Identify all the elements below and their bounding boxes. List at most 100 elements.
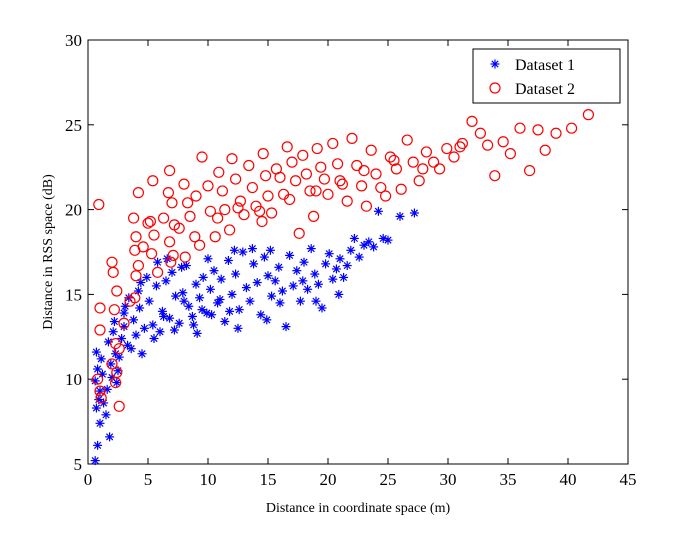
data-point (281, 322, 291, 332)
data-point (341, 195, 353, 207)
legend-box (472, 48, 621, 104)
data-point (103, 337, 113, 347)
data-point (238, 247, 248, 257)
y-tick-label: 10 (65, 370, 82, 389)
data-point (504, 148, 516, 160)
data-point (149, 333, 159, 343)
data-point (209, 231, 221, 243)
data-point (292, 266, 302, 276)
data-point (142, 272, 152, 282)
data-point (152, 266, 164, 278)
data-point (139, 323, 149, 333)
plot-area (87, 39, 629, 465)
legend: Dataset 1 Dataset 2 (472, 48, 621, 104)
data-point (311, 296, 321, 306)
data-point (256, 215, 268, 228)
data-point (550, 127, 562, 139)
data-point (131, 330, 141, 340)
data-point (117, 333, 127, 343)
data-point (331, 264, 341, 274)
data-point (204, 205, 216, 217)
data-point (106, 359, 116, 369)
data-point (234, 195, 246, 207)
x-tick-label: 15 (260, 470, 277, 489)
legend-asterisk-icon (490, 59, 500, 69)
data-point (195, 293, 205, 303)
data-point (171, 291, 181, 301)
data-point (144, 296, 154, 306)
data-point (241, 283, 251, 293)
data-point (274, 262, 284, 272)
x-axis-title: Distance in coordinate space (m) (266, 501, 451, 516)
data-point (259, 252, 269, 262)
data-point (246, 181, 258, 194)
data-point (318, 173, 330, 185)
data-point (189, 320, 199, 330)
data-point (270, 276, 280, 286)
data-point (177, 262, 187, 272)
data-point (395, 211, 405, 221)
data-point (165, 313, 175, 323)
data-point (281, 141, 293, 153)
data-point (148, 229, 160, 241)
data-point (359, 240, 369, 250)
data-point (390, 163, 402, 175)
data-point (137, 349, 147, 359)
data-point (413, 175, 425, 187)
data-point (209, 266, 219, 276)
data-point (219, 204, 231, 216)
data-point (135, 303, 145, 313)
data-point (187, 311, 197, 321)
data-point (297, 149, 309, 161)
data-point (224, 224, 236, 236)
data-point (178, 178, 190, 190)
y-tick-label: 20 (65, 201, 82, 220)
data-point (229, 245, 239, 255)
data-point (324, 249, 334, 259)
data-point (288, 281, 298, 291)
data-point (384, 151, 396, 163)
data-point (295, 296, 305, 306)
data-point (489, 170, 501, 182)
data-point (369, 242, 379, 252)
data-point (327, 137, 339, 150)
data-point (184, 210, 196, 222)
data-point (456, 137, 468, 150)
x-tick-label: 5 (144, 470, 153, 489)
data-point (179, 296, 189, 306)
data-point (285, 250, 295, 260)
data-point (167, 249, 179, 261)
data-point (102, 384, 112, 394)
data-point (454, 141, 466, 153)
data-point (203, 254, 213, 264)
data-point (167, 267, 177, 277)
data-point (356, 180, 368, 192)
data-point (539, 144, 551, 156)
data-point (336, 178, 348, 190)
data-point (322, 188, 334, 200)
data-point (298, 276, 308, 286)
data-point (262, 190, 274, 202)
data-point (129, 315, 139, 325)
y-tick-label: 30 (65, 31, 82, 50)
data-point (380, 190, 392, 202)
data-point (334, 289, 344, 299)
data-point (358, 164, 370, 177)
series-dataset-2 (91, 109, 595, 412)
data-point (249, 259, 259, 269)
x-tick-label: 35 (500, 470, 517, 489)
series-dataset-1 (90, 206, 419, 466)
data-point (169, 325, 179, 335)
data-point (339, 272, 349, 282)
data-point (198, 272, 208, 282)
data-point (532, 124, 544, 136)
data-point (286, 156, 298, 168)
data-point (315, 161, 327, 173)
data-point (94, 324, 106, 336)
data-point (332, 158, 344, 170)
data-point (197, 305, 207, 315)
data-point (142, 217, 154, 229)
data-point (277, 286, 287, 296)
data-point (328, 274, 338, 284)
data-point (252, 278, 262, 288)
